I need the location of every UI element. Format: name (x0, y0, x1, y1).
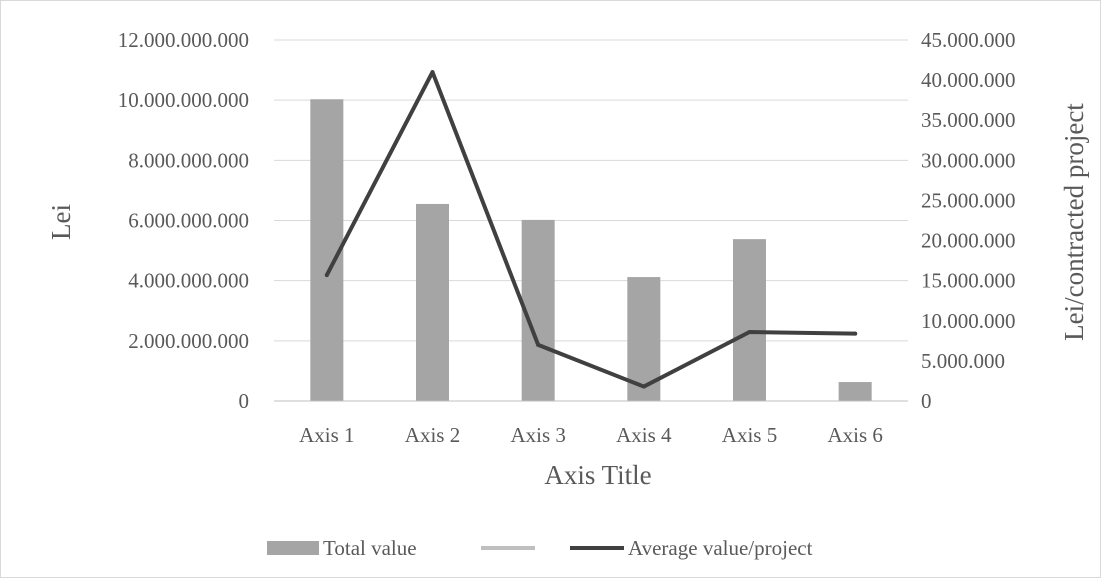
legend-label-average-value: Average value/project (628, 536, 813, 560)
left-axis-tick-label: 4.000.000.000 (128, 269, 249, 293)
point-average-value (641, 384, 646, 389)
right-axis-ticks: 0 5.000.000 10.000.000 15.000.000 20.000.000… (921, 28, 1016, 413)
right-axis-tick-label: 40.000.000 (921, 68, 1016, 92)
bar-total-value (521, 219, 555, 401)
x-axis-tick-label: Axis 5 (722, 423, 777, 447)
legend: Total value Average value/project (267, 536, 813, 560)
x-axis-tick-label: Axis 6 (827, 423, 882, 447)
line-series-average-value (324, 70, 858, 389)
gridlines (274, 39, 908, 342)
x-axis-tick-label: Axis 4 (616, 423, 672, 447)
left-axis-tick-label: 10.000.000.000 (118, 88, 249, 112)
right-axis-tick-label: 0 (921, 389, 932, 413)
right-axis-tick-label: 25.000.000 (921, 188, 1016, 212)
right-axis-tick-label: 45.000.000 (921, 28, 1016, 52)
legend-swatch-total-value (267, 541, 319, 555)
left-axis-tick-label: 2.000.000.000 (128, 329, 249, 353)
right-axis-tick-label: 30.000.000 (921, 148, 1016, 172)
right-axis-tick-label: 10.000.000 (921, 309, 1016, 333)
x-axis-tick-label: Axis 1 (299, 423, 354, 447)
x-axis-tick-label: Axis 2 (405, 423, 460, 447)
right-axis-title: Lei/contracted project (1059, 103, 1089, 341)
point-average-value (747, 330, 752, 335)
left-axis-tick-label: 0 (239, 389, 250, 413)
left-axis-tick-label: 12.000.000.000 (118, 28, 249, 52)
line-average-value (324, 70, 858, 389)
right-axis-tick-label: 35.000.000 (921, 108, 1016, 132)
point-average-value (853, 331, 858, 336)
right-axis-tick-label: 20.000.000 (921, 229, 1016, 253)
point-average-value (536, 342, 541, 347)
bar-total-value (416, 203, 449, 401)
point-average-value (430, 70, 435, 75)
x-axis-ticks: Axis 1 Axis 2 Axis 3 Axis 4 Axis 5 Axis 6 (299, 423, 883, 447)
legend-label-total-value: Total value (323, 536, 417, 560)
bar-total-value (733, 239, 766, 401)
point-average-value (324, 273, 329, 278)
left-axis-tick-label: 8.000.000.000 (128, 148, 249, 172)
x-axis-tick-label: Axis 3 (510, 423, 565, 447)
bar-total-value (838, 382, 872, 401)
left-axis-tick-label: 6.000.000.000 (128, 209, 249, 233)
x-axis-title: Axis Title (544, 460, 651, 490)
right-axis-tick-label: 15.000.000 (921, 269, 1016, 293)
left-axis-ticks: 0 2.000.000.000 4.000.000.000 6.000.000.000… (118, 28, 249, 413)
right-axis-tick-label: 5.000.000 (921, 349, 1005, 373)
left-axis-title: Lei (46, 204, 76, 240)
